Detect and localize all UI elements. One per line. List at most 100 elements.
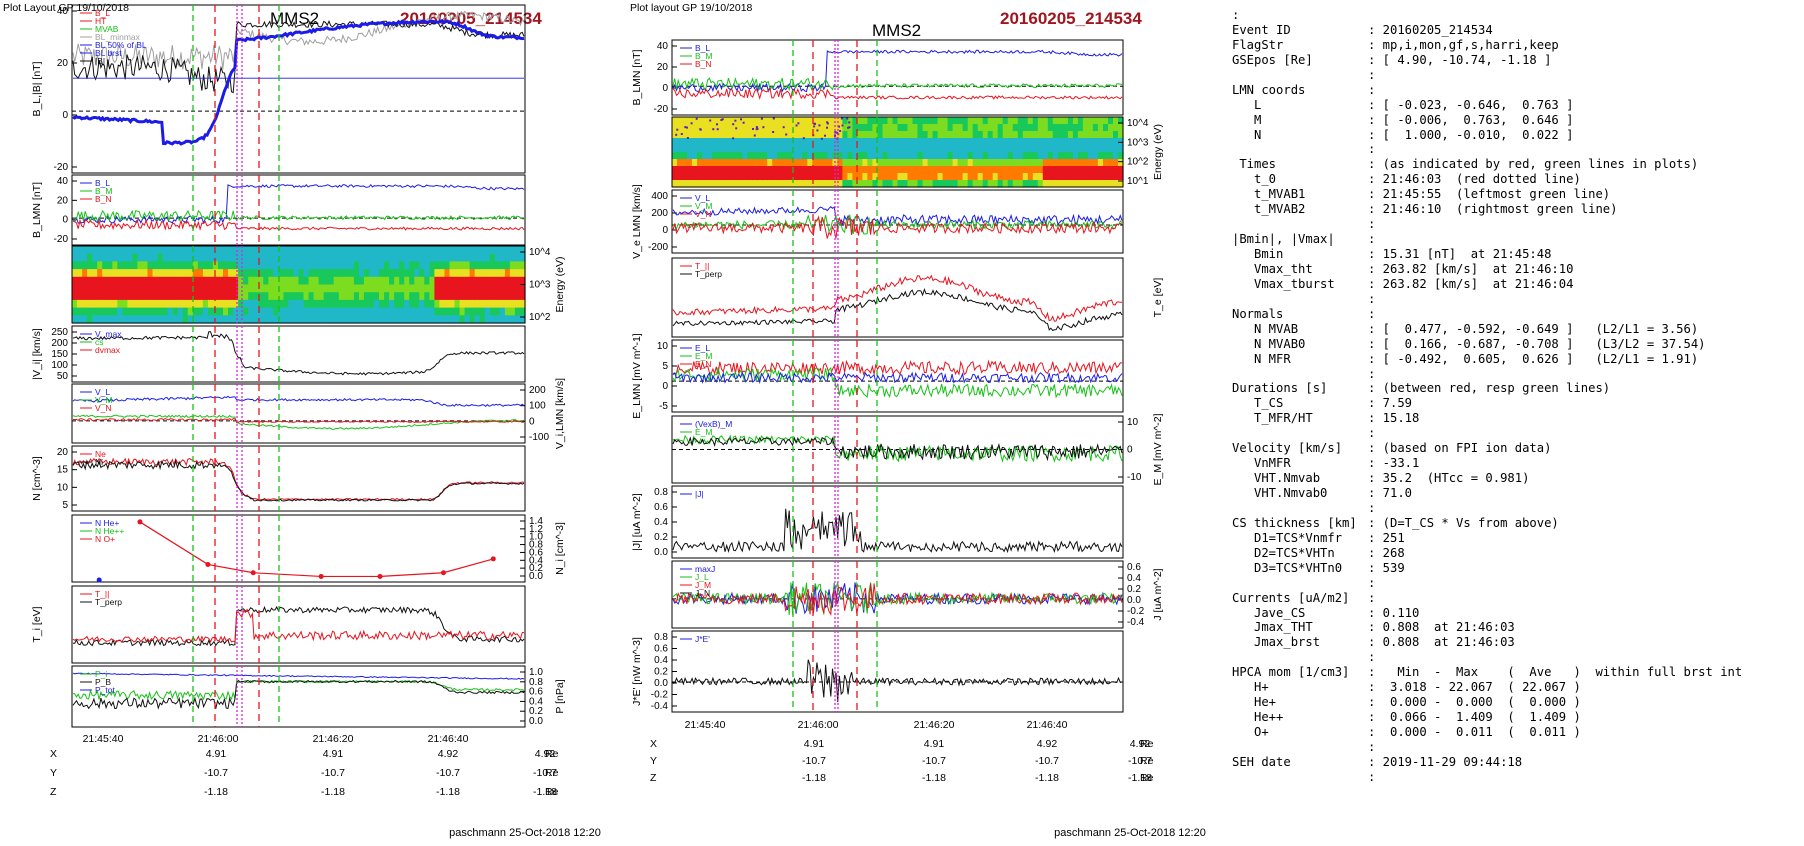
spectrogram-cell (802, 117, 808, 125)
tick-label: -200 (648, 242, 668, 253)
spectrogram-cell (682, 180, 688, 188)
spectrogram-cell (1022, 159, 1029, 167)
spectrogram-cell (177, 246, 184, 255)
spectrogram-cell (404, 284, 410, 293)
spectrogram-cell (283, 284, 289, 293)
orbit-value: -1.18 (1035, 772, 1059, 784)
spectrogram-cell (258, 315, 264, 324)
spectrogram-cell (977, 131, 984, 139)
spectrogram-cell (172, 307, 179, 316)
spectrogram-cell (369, 307, 375, 316)
spectrogram-cell (187, 276, 194, 286)
tick-label: 0.6 (529, 687, 543, 698)
spectrogram-cell (338, 315, 345, 324)
spectrogram-cell (243, 315, 249, 324)
spectrogram-cell (77, 307, 83, 316)
spectrogram-cell (932, 131, 939, 139)
spectrogram-cell (127, 276, 133, 286)
spectrogram-cell (697, 131, 703, 139)
spectrogram-cell (92, 284, 98, 293)
spectrogram-cell (424, 315, 430, 324)
spectrogram-cell (1113, 145, 1119, 153)
spectrogram-speck (721, 118, 724, 121)
spectrogram-cell (243, 253, 249, 262)
spectrogram-cell (248, 269, 254, 278)
spectrogram-cell (937, 173, 944, 181)
spectrogram-cell (212, 269, 219, 278)
spectrogram-speck (732, 137, 735, 140)
summary-value: : [ 0.477, -0.592, -0.649 ] (L2/L1 = 3.5… (1368, 321, 1699, 336)
spectrogram-cell (942, 166, 949, 174)
spectrogram-cell (902, 180, 909, 188)
spectrogram-cell (258, 299, 264, 309)
spectrogram-cell (687, 124, 693, 132)
time-tick: 21:46:00 (798, 719, 839, 731)
spectrogram-cell (1022, 152, 1029, 160)
spectrogram-cell (384, 261, 390, 270)
legend-label: V_L (695, 193, 710, 203)
spectrogram-cell (147, 315, 154, 324)
spectrogram-cell (308, 269, 315, 278)
spectrogram-cell (253, 299, 259, 309)
spectrogram-cell (494, 284, 501, 293)
spectrogram-cell (333, 253, 340, 262)
spectrogram-cell (1077, 117, 1084, 125)
orbit-value: -1.18 (436, 786, 460, 798)
legend-label: (VexB)_M (695, 419, 732, 429)
spectrogram-cell (444, 315, 451, 324)
spectrogram-cell (212, 292, 219, 301)
spectrogram-cell (867, 117, 873, 125)
spectrogram-cell (1052, 180, 1059, 188)
summary-value: : 0.066 - 1.409 ( 1.409 ) (1368, 710, 1581, 725)
spectrogram-cell (72, 315, 78, 324)
spectrogram-cell (917, 131, 924, 139)
spectrogram-cell (409, 276, 415, 286)
spectrogram-cell (812, 173, 818, 181)
spectrogram-cell (137, 246, 143, 255)
spectrogram-cell (922, 173, 929, 181)
summary-key: |Bmin|, |Vmax| (1232, 232, 1335, 247)
spectrogram-cell (892, 173, 899, 181)
spectrogram-cell (263, 292, 269, 301)
spectrogram-cell (187, 307, 194, 316)
spectrogram-cell (757, 124, 763, 132)
spectrogram-cell (927, 152, 934, 160)
spectrogram-speck (699, 128, 702, 131)
tick-label: 0.4 (529, 555, 543, 566)
spectrogram-cell (887, 159, 894, 167)
spectrogram-cell (1057, 138, 1064, 146)
spectrogram-cell (1087, 145, 1094, 153)
spectrogram-cell (732, 180, 738, 188)
spectrogram-cell (162, 276, 169, 286)
spectrogram-cell (757, 145, 763, 153)
spectrogram-cell (253, 246, 259, 255)
spectrogram-cell (369, 261, 375, 270)
spectrogram-cell (797, 173, 803, 181)
spectrogram-cell (469, 299, 476, 309)
spectrogram-cell (997, 145, 1004, 153)
spectrogram-cell (298, 299, 305, 309)
spectrogram-speck (826, 122, 829, 125)
spectrogram-cell (223, 253, 229, 262)
spectrogram-cell (207, 292, 214, 301)
spectrogram-cell (682, 138, 688, 146)
spectrogram-cell (419, 246, 425, 255)
spectrogram-cell (152, 284, 159, 293)
spectrogram-cell (772, 173, 778, 181)
spectrogram-cell (1022, 145, 1029, 153)
spectrogram-cell (489, 246, 496, 255)
spectrogram-cell (1062, 173, 1069, 181)
spectrogram-speck (813, 125, 816, 128)
spectrogram-cell (1037, 138, 1044, 146)
spectrogram-cell (484, 246, 491, 255)
summary-key: L (1232, 97, 1262, 112)
spectrogram-cell (97, 276, 103, 286)
series-line (672, 659, 1123, 703)
spectrogram-cell (927, 124, 934, 132)
spectrogram-cell (233, 315, 239, 324)
spectrogram-cell (273, 292, 279, 301)
spectrogram-speck (762, 126, 765, 129)
spectrogram-cell (399, 284, 405, 293)
spectrogram-cell (499, 299, 506, 309)
